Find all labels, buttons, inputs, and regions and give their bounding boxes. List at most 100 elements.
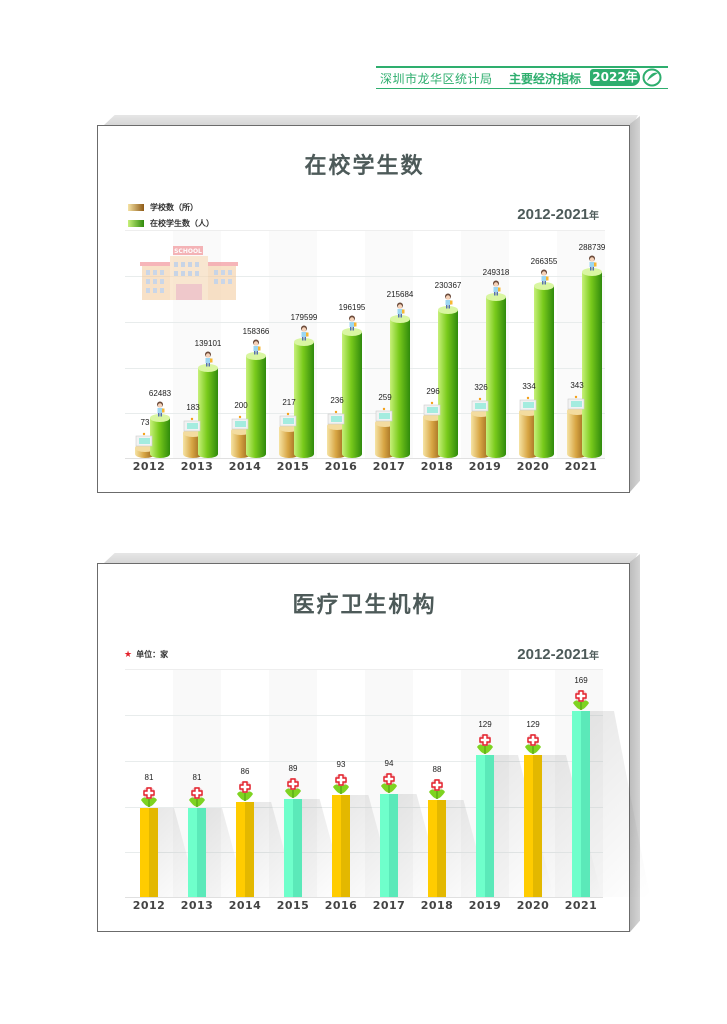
x-axis-year-label: 2017 <box>372 899 406 912</box>
x-axis-year-label: 2017 <box>372 460 406 473</box>
medical-value-label: 88 <box>432 765 442 774</box>
school-count-label: 259 <box>378 393 392 402</box>
medical-institution-bar <box>524 755 542 897</box>
x-axis-year-label: 2020 <box>516 899 550 912</box>
medical-institution-bar <box>332 795 350 897</box>
computer-icon <box>279 412 297 427</box>
header-org: 深圳市龙华区统计局 <box>380 72 493 86</box>
chart2-range-years: 2012-2021 <box>517 646 589 663</box>
panel2-bevel-right <box>630 554 640 932</box>
chart1-legend-schools: 学校数（所） <box>128 202 198 213</box>
medical-institution-bar <box>188 808 206 897</box>
chart2-unit-label: 单位：家 <box>136 650 169 659</box>
student-count-bar <box>486 293 506 458</box>
student-kid-icon <box>589 255 597 271</box>
student-count-label: 139101 <box>194 339 222 348</box>
legend-swatch-green <box>128 220 144 227</box>
school-count-label: 200 <box>234 401 248 410</box>
gridline <box>125 715 603 716</box>
student-count-label: 249318 <box>482 268 510 277</box>
medical-value-label: 81 <box>144 773 154 782</box>
x-axis-year-label: 2015 <box>276 899 310 912</box>
student-count-label: 215684 <box>386 290 414 299</box>
student-count-bar <box>438 306 458 458</box>
star-icon: ★ <box>124 650 133 660</box>
computer-icon <box>519 396 537 411</box>
student-kid-icon <box>349 315 357 331</box>
medical-institution-bar <box>236 802 254 897</box>
red-cross-flower-icon <box>141 787 157 807</box>
student-count-label: 62483 <box>148 389 172 398</box>
student-count-label: 288739 <box>578 243 606 252</box>
red-cross-flower-icon <box>333 774 349 794</box>
student-kid-icon <box>301 325 309 341</box>
student-kid-icon <box>205 351 213 367</box>
report-header: 深圳市龙华区统计局 主要经济指标 2022年 <box>376 66 668 90</box>
school-count-label: 326 <box>474 383 488 392</box>
school-count-label: 296 <box>426 387 440 396</box>
x-axis-year-label: 2012 <box>132 899 166 912</box>
computer-icon <box>231 415 249 430</box>
legend-label-schools: 学校数（所） <box>150 203 198 212</box>
chart2-range-suffix: 年 <box>589 651 599 662</box>
computer-icon <box>135 432 153 447</box>
student-count-label: 230367 <box>434 281 462 290</box>
x-axis-year-label: 2014 <box>228 460 262 473</box>
school-building-illustration: SCHOOL <box>140 246 238 300</box>
x-axis-year-label: 2020 <box>516 460 550 473</box>
student-kid-icon <box>445 293 453 309</box>
gridline <box>125 413 605 414</box>
chart1-range: 2012-2021年 <box>517 206 599 223</box>
gridline <box>125 807 603 808</box>
x-axis-year-label: 2014 <box>228 899 262 912</box>
student-kid-icon <box>493 280 501 296</box>
chart2-unit: ★ 单位：家 <box>124 649 168 660</box>
medical-value-label: 86 <box>240 767 250 776</box>
x-axis-year-label: 2013 <box>180 460 214 473</box>
chart1-legend-students: 在校学生数（人） <box>128 218 214 229</box>
student-count-bar <box>198 364 218 458</box>
medical-value-label: 81 <box>192 773 202 782</box>
medical-value-label: 93 <box>336 760 346 769</box>
student-count-bar <box>534 282 554 458</box>
x-axis-year-label: 2016 <box>324 899 358 912</box>
svg-text:SCHOOL: SCHOOL <box>174 248 202 255</box>
medical-value-label: 169 <box>574 676 588 685</box>
student-count-label: 179599 <box>290 313 318 322</box>
x-axis-year-label: 2018 <box>420 460 454 473</box>
student-count-label: 158366 <box>242 327 270 336</box>
chart1-range-years: 2012-2021 <box>517 206 589 223</box>
panel1-bevel-right <box>630 116 640 492</box>
student-kid-icon <box>541 269 549 285</box>
gridline <box>125 897 603 898</box>
x-axis-year-label: 2015 <box>276 460 310 473</box>
x-axis-year-label: 2019 <box>468 460 502 473</box>
student-count-label: 266355 <box>530 257 558 266</box>
student-count-bar <box>582 268 602 458</box>
chart2-title: 医疗卫生机构 <box>292 593 437 618</box>
student-count-bar <box>390 315 410 458</box>
medical-value-label: 129 <box>478 720 492 729</box>
student-kid-icon <box>157 401 165 417</box>
gridline <box>125 276 605 277</box>
student-count-bar <box>246 352 266 458</box>
medical-value-label: 129 <box>526 720 540 729</box>
medical-value-label: 94 <box>384 759 394 768</box>
student-kid-icon <box>253 339 261 355</box>
student-count-bar <box>342 328 362 458</box>
x-axis-year-label: 2019 <box>468 899 502 912</box>
x-axis-year-label: 2013 <box>180 899 214 912</box>
red-cross-flower-icon <box>381 773 397 793</box>
school-count-bar <box>135 444 155 458</box>
x-axis-year-label: 2021 <box>564 899 598 912</box>
school-count-label: 334 <box>522 382 536 391</box>
panel2-bevel-top <box>104 553 638 563</box>
student-count-bar <box>294 338 314 458</box>
school-count-label: 183 <box>186 403 200 412</box>
computer-icon <box>471 397 489 412</box>
student-count-label: 196195 <box>338 303 366 312</box>
x-axis-year-label: 2016 <box>324 460 358 473</box>
red-cross-flower-icon <box>573 690 589 710</box>
x-axis-year-label: 2012 <box>132 460 166 473</box>
medical-institution-bar <box>380 794 398 897</box>
